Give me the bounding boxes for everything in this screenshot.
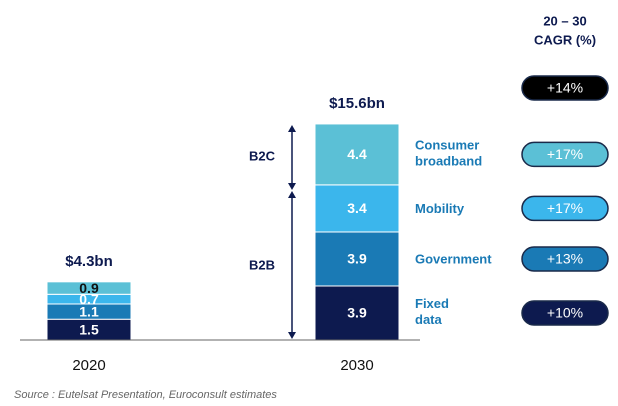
cagr-label: +13% [547,251,583,267]
x-tick-label: 2020 [72,357,105,374]
bar-segment [314,231,400,287]
value-label: 3.9 [347,305,367,321]
bar-segment [314,123,400,186]
cagr-label: +10% [547,305,583,321]
cagr-label: +17% [547,146,583,162]
legend-label: Consumer broadband [415,138,482,169]
total-label: $15.6bn [329,95,385,112]
bar-segment [314,184,400,233]
cagr-title: CAGR (%) [534,32,596,47]
bar-segment [46,281,132,295]
value-label: 0.7 [79,291,99,307]
b2c-bracket [288,125,296,339]
value-label: 1.1 [79,303,99,319]
value-label: 3.9 [347,251,367,267]
value-label: 0.9 [79,280,99,296]
cagr-pill [521,195,609,222]
cagr-pill [521,300,609,326]
value-label: 3.4 [347,200,367,216]
legend-label: Government [415,251,492,266]
cagr-title: 20 – 30 [543,13,586,28]
cagr-label: +14% [547,80,583,96]
segment-label: B2C [249,148,276,163]
legend-label: Fixed data [415,296,449,327]
cagr-pill [521,141,609,168]
value-label: 1.5 [79,321,99,337]
cagr-pill [521,246,609,272]
cagr-label: +17% [547,200,583,216]
value-label: 4.4 [347,146,367,162]
cagr-pill [521,75,609,101]
total-label: $4.3bn [65,253,113,270]
segment-label: B2B [249,257,275,272]
x-tick-label: 2030 [340,357,373,374]
legend-label: Mobility [415,201,465,216]
source: Source : Eutelsat Presentation, Eurocons… [14,389,277,401]
